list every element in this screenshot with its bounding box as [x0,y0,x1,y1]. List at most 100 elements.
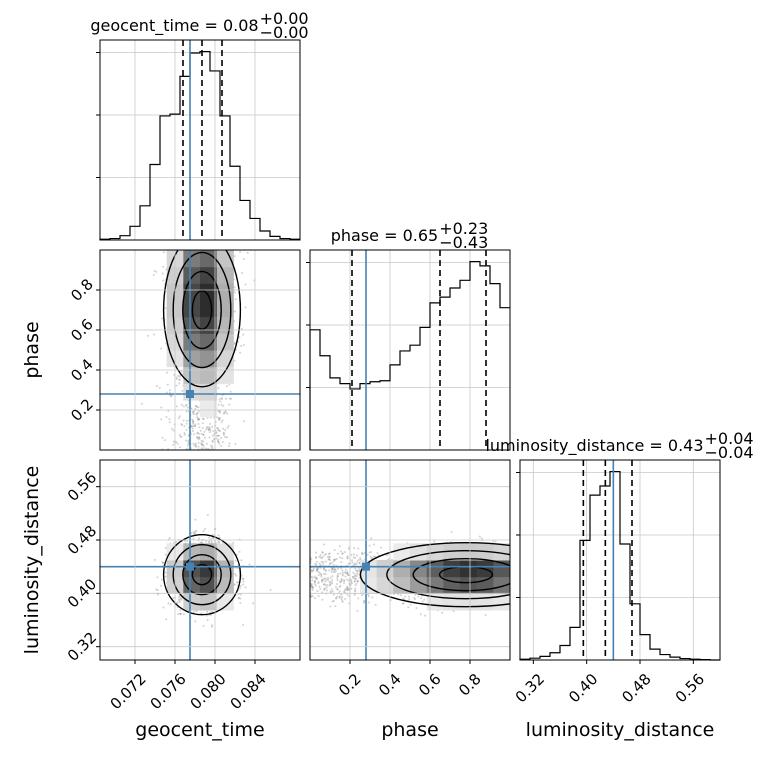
sample-point [178,600,181,603]
density-cell [200,266,218,284]
sample-point [328,555,331,558]
sample-point [178,378,181,381]
sample-point [351,575,354,578]
sample-point [350,587,353,590]
sample-point [164,547,167,550]
sample-point [359,556,362,559]
sample-point [494,540,497,543]
sample-point [314,562,317,565]
sample-point [192,413,195,416]
sample-point [357,547,360,550]
sample-point [317,571,320,574]
sample-point [354,587,357,590]
sample-point [368,544,371,547]
sample-point [179,613,182,616]
contour-line [172,251,232,369]
sample-point [168,536,171,539]
sample-point [339,580,342,583]
sample-point [321,555,324,558]
sample-point [314,597,317,600]
sample-point [180,435,183,438]
sample-point [407,595,410,598]
sample-point [197,406,200,409]
sample-point [196,436,199,439]
sample-point [315,556,318,559]
y-axis-label: luminosity_distance [21,466,43,655]
sample-point [244,306,247,309]
x-tick-label: 0.084 [227,670,270,713]
sample-point [343,590,346,593]
density-cell [200,576,218,594]
sample-point [333,569,336,572]
panel-title-sup: +0.00 [260,9,309,28]
sample-point [223,432,226,435]
sample-point [191,410,194,413]
sample-point [335,586,338,589]
sample-point [234,443,237,446]
sample-point [346,570,349,573]
sample-point [347,547,350,550]
sample-point [354,563,357,566]
sample-point [168,389,171,392]
sample-point [225,385,228,388]
sample-point [321,591,324,594]
sample-point [175,405,178,408]
sample-point [356,580,359,583]
density-cell [410,560,428,578]
sample-point [206,610,209,613]
sample-point [196,431,199,434]
sample-point [339,584,342,587]
sample-point [218,541,221,544]
density-cell [183,283,201,301]
sample-point [180,370,183,373]
sample-point [210,444,213,447]
sample-point [220,397,223,400]
sample-point [366,553,369,556]
sample-point [355,554,358,557]
sample-point [376,552,379,555]
sample-point [155,384,158,387]
sample-point [329,583,332,586]
sample-point [153,269,156,272]
sample-point [331,568,334,571]
sample-point [310,576,313,579]
sample-point [334,568,337,571]
sample-point [169,603,172,606]
sample-point [177,612,180,615]
sample-point [328,569,331,572]
sample-point [338,596,341,599]
sample-point [346,572,349,575]
sample-point [332,593,335,596]
sample-point [363,600,366,603]
density-cell [200,333,218,351]
sample-point [334,604,337,607]
sample-point [182,419,185,422]
sample-point [192,531,195,534]
sample-point [311,589,314,592]
sample-point [399,594,402,597]
sample-point [227,424,230,427]
sample-point [323,583,326,586]
x-tick-label: 0.072 [107,670,150,713]
density-cell [493,593,510,611]
sample-point [205,447,208,450]
panel-title-phase: phase = 0.65 +0.23−0.43 [331,219,489,252]
sample-point [208,540,211,543]
sample-point [192,420,195,423]
sample-point [180,597,183,600]
sample-point [158,386,161,389]
sample-point [229,390,232,393]
histogram-luminosity_distance [519,470,720,661]
sample-point [321,551,324,554]
sample-point [208,536,211,539]
sample-point [164,571,167,574]
sample-point [324,553,327,556]
sample-point [318,572,321,575]
density-cell [476,593,494,611]
sample-point [208,427,211,430]
sample-point [160,418,163,421]
sample-point [340,578,343,581]
joint-geocent_time-luminosity_distance [100,460,300,660]
sample-point [370,556,373,559]
sample-point [356,609,359,612]
